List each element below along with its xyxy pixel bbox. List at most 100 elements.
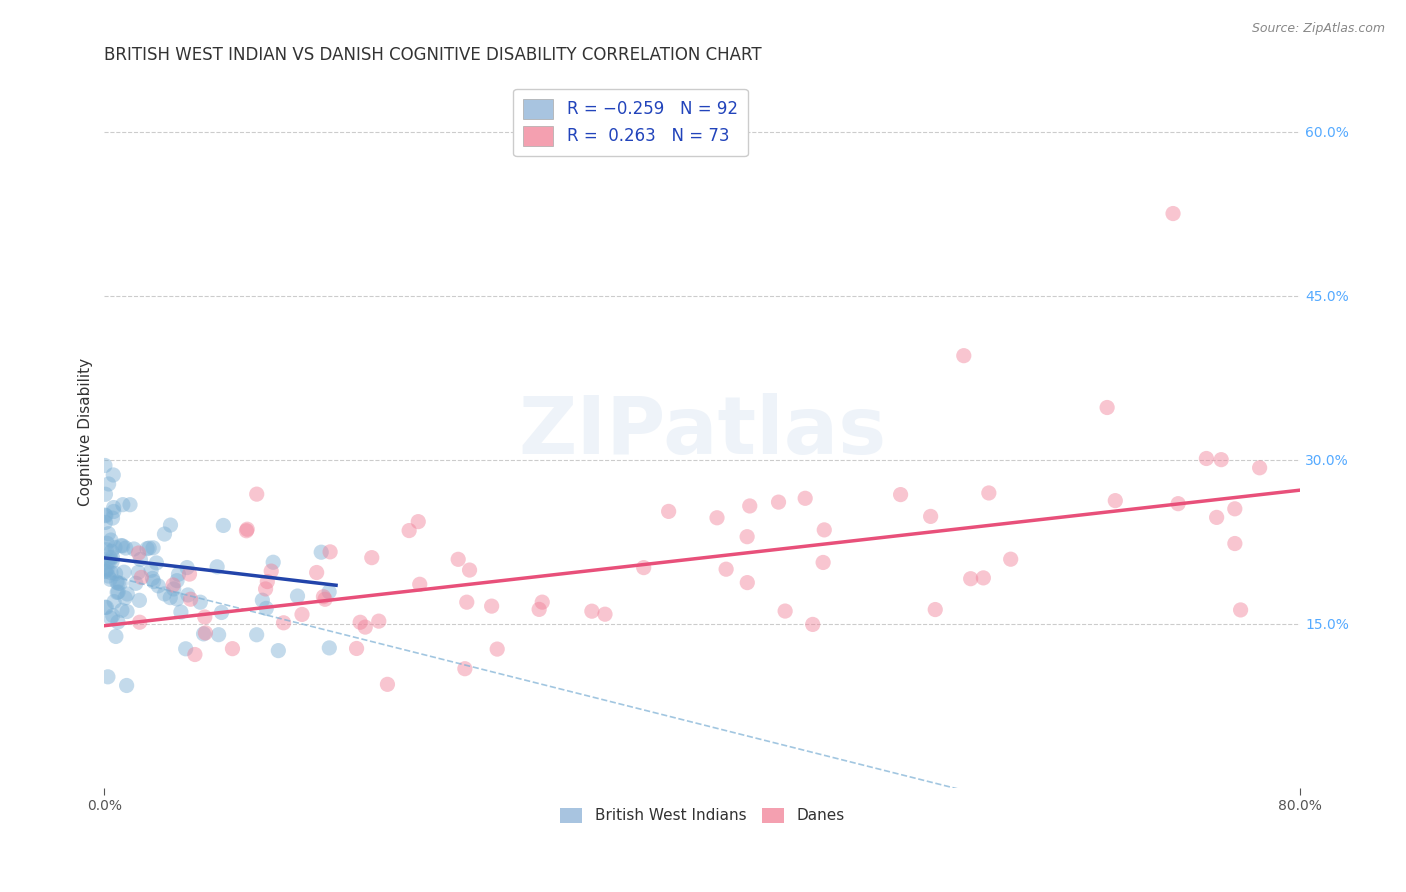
Point — [145, 556, 167, 570]
Point — [398, 524, 420, 538]
Point — [813, 523, 835, 537]
Point — [1195, 451, 1218, 466]
Point — [354, 620, 377, 634]
Point — [94, 508, 117, 522]
Point — [1095, 401, 1118, 415]
Point — [98, 554, 121, 568]
Point — [456, 595, 478, 609]
Point — [138, 541, 160, 555]
Point — [454, 662, 477, 676]
Point — [94, 458, 117, 473]
Point — [100, 533, 122, 547]
Point — [360, 550, 382, 565]
Point — [377, 677, 399, 691]
Point — [125, 576, 148, 591]
Point — [94, 516, 117, 530]
Point — [527, 602, 550, 616]
Point — [319, 545, 342, 559]
Point — [287, 589, 309, 603]
Point — [593, 607, 616, 622]
Point — [1211, 452, 1233, 467]
Point — [252, 593, 274, 607]
Point — [1161, 206, 1184, 220]
Point — [1205, 510, 1227, 524]
Point — [801, 617, 824, 632]
Point — [458, 563, 481, 577]
Point — [406, 515, 429, 529]
Point — [97, 670, 120, 684]
Legend: British West Indians, Danes: British West Indians, Danes — [554, 801, 851, 830]
Point — [318, 584, 340, 599]
Point — [262, 555, 284, 569]
Point — [194, 610, 217, 624]
Point — [212, 518, 235, 533]
Point — [447, 552, 470, 566]
Point — [115, 605, 138, 619]
Point — [105, 575, 128, 590]
Point — [235, 524, 257, 538]
Point — [100, 566, 122, 580]
Point — [163, 582, 186, 596]
Point — [180, 592, 202, 607]
Point — [305, 566, 328, 580]
Point — [581, 604, 603, 618]
Point — [98, 572, 121, 586]
Point — [267, 643, 290, 657]
Point — [531, 595, 554, 609]
Point — [94, 508, 117, 523]
Point — [952, 349, 974, 363]
Point — [110, 539, 132, 553]
Point — [111, 603, 134, 617]
Point — [103, 594, 125, 608]
Point — [349, 615, 371, 630]
Point — [1000, 552, 1022, 566]
Point — [174, 641, 197, 656]
Point — [129, 570, 152, 584]
Point — [481, 599, 503, 614]
Point — [166, 591, 188, 606]
Point — [959, 572, 981, 586]
Point — [920, 509, 942, 524]
Point — [179, 567, 201, 582]
Point — [105, 585, 128, 599]
Point — [273, 615, 295, 630]
Point — [142, 541, 165, 555]
Point — [890, 487, 912, 501]
Text: BRITISH WEST INDIAN VS DANISH COGNITIVE DISABILITY CORRELATION CHART: BRITISH WEST INDIAN VS DANISH COGNITIVE … — [104, 46, 762, 64]
Point — [205, 559, 228, 574]
Point — [103, 504, 125, 518]
Point — [104, 566, 127, 581]
Point — [811, 556, 834, 570]
Point — [254, 601, 277, 615]
Point — [1104, 493, 1126, 508]
Point — [312, 590, 335, 604]
Point — [309, 545, 332, 559]
Point — [101, 511, 124, 525]
Point — [1223, 536, 1246, 550]
Point — [100, 544, 122, 558]
Point — [166, 574, 188, 588]
Point — [314, 592, 336, 607]
Text: Source: ZipAtlas.com: Source: ZipAtlas.com — [1251, 22, 1385, 36]
Point — [111, 498, 134, 512]
Point — [738, 499, 761, 513]
Point — [170, 605, 193, 619]
Point — [110, 576, 132, 591]
Point — [184, 648, 207, 662]
Point — [977, 486, 1000, 500]
Point — [409, 577, 432, 591]
Point — [1167, 497, 1189, 511]
Point — [188, 595, 211, 609]
Point — [94, 487, 117, 501]
Point — [633, 560, 655, 574]
Point — [246, 628, 269, 642]
Point — [97, 569, 120, 583]
Point — [159, 591, 181, 605]
Point — [100, 611, 122, 625]
Point — [103, 467, 125, 482]
Point — [117, 587, 139, 601]
Point — [246, 487, 269, 501]
Point — [101, 554, 124, 568]
Point — [141, 571, 163, 585]
Point — [104, 541, 127, 555]
